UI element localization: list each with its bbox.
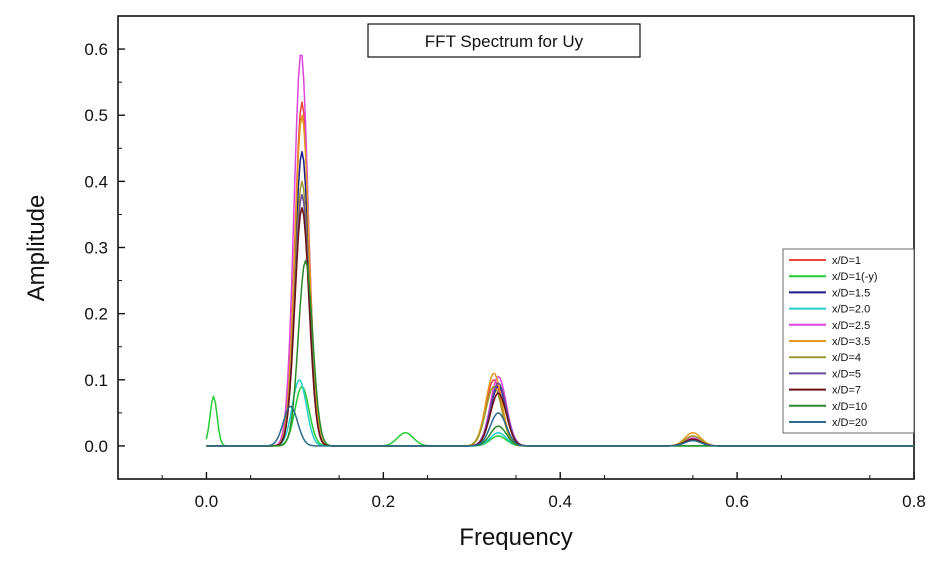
y-tick-label: 0.4 bbox=[84, 172, 108, 191]
x-tick-label: 0.8 bbox=[902, 492, 926, 511]
y-tick-label: 0.2 bbox=[84, 305, 108, 324]
y-tick-label: 0.5 bbox=[84, 106, 108, 125]
series-lines bbox=[205, 54, 914, 447]
y-tick-label: 0.6 bbox=[84, 40, 108, 59]
legend-label: x/D=20 bbox=[832, 417, 867, 429]
legend-label: x/D=2.0 bbox=[832, 304, 870, 316]
legend-label: x/D=1 bbox=[832, 255, 861, 267]
x-axis-label: Frequency bbox=[459, 524, 572, 551]
x-tick-label: 0.6 bbox=[725, 492, 749, 511]
y-tick-label: 0.3 bbox=[84, 239, 108, 258]
legend-label: x/D=2.5 bbox=[832, 320, 870, 332]
legend-label: x/D=5 bbox=[832, 368, 861, 380]
x-tick-label: 0.2 bbox=[372, 492, 396, 511]
series-line bbox=[206, 405, 914, 447]
legend-label: x/D=7 bbox=[832, 385, 861, 397]
y-tick-label: 0.1 bbox=[84, 371, 108, 390]
legend: x/D=1 x/D=1(-y) x/D=1.5 x/D=2.0 x/D=2.5 x/D=3… bbox=[782, 248, 915, 434]
axis-ticks: 0.0 0.2 0.4 0.6 0.8 0.0 0.1 0.2 0.3 0.4 0.5 0.6 bbox=[84, 40, 925, 511]
x-tick-label: 0.0 bbox=[195, 492, 219, 511]
legend-label: x/D=10 bbox=[832, 401, 867, 413]
legend-label: x/D=4 bbox=[832, 352, 861, 364]
chart-title-box bbox=[367, 23, 641, 58]
x-tick-label: 0.4 bbox=[548, 492, 572, 511]
y-axis-label: Amplitude bbox=[23, 195, 50, 302]
y-tick-label: 0.0 bbox=[84, 437, 108, 456]
chart-title: FFT Spectrum for Uy bbox=[425, 32, 584, 51]
legend-label: x/D=3.5 bbox=[832, 336, 870, 348]
legend-label: x/D=1(-y) bbox=[832, 271, 878, 283]
legend-label: x/D=1.5 bbox=[832, 287, 870, 299]
